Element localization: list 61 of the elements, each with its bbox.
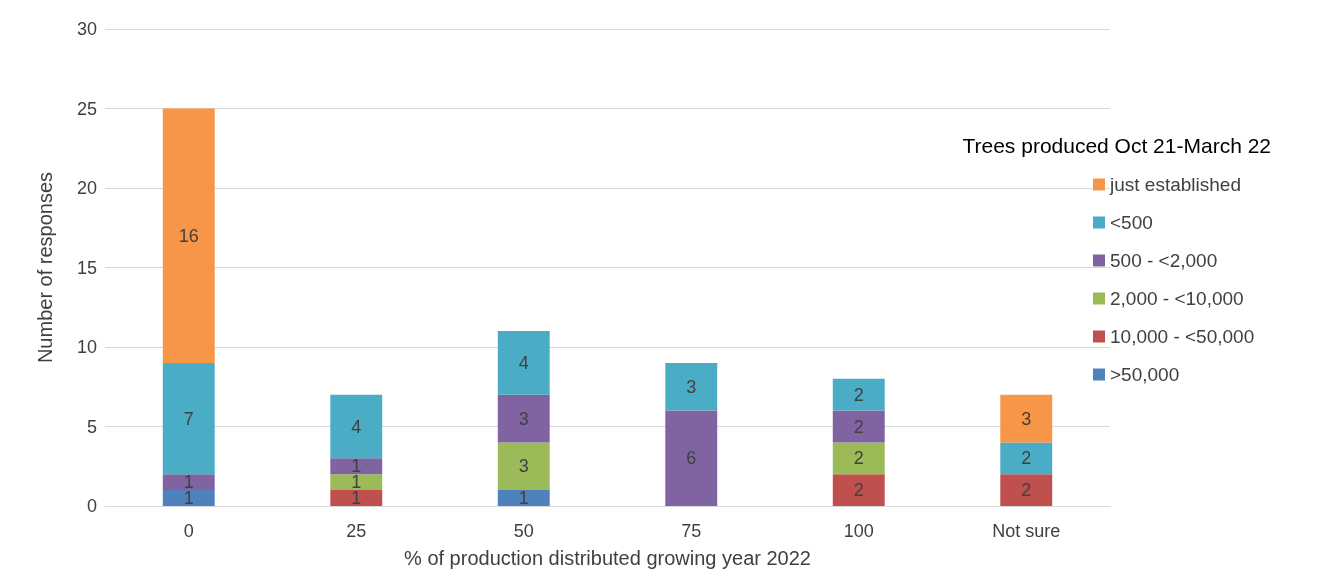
bar bbox=[330, 490, 383, 506]
x-axis-title: % of production distributed growing year 2022 bbox=[404, 547, 811, 569]
data-label: 1 bbox=[183, 488, 194, 509]
data-label: 6 bbox=[686, 448, 697, 469]
bar bbox=[497, 394, 550, 443]
legend-label: 2,000 - <10,000 bbox=[1110, 288, 1244, 309]
bar bbox=[832, 474, 885, 506]
legend-label: <500 bbox=[1110, 212, 1153, 233]
bar bbox=[832, 410, 885, 443]
data-label: 7 bbox=[183, 408, 194, 429]
data-label: 2 bbox=[853, 448, 864, 469]
legend-label: 500 - <2,000 bbox=[1110, 250, 1218, 271]
bar bbox=[497, 442, 550, 491]
data-label: 3 bbox=[518, 456, 529, 477]
data-label: 16 bbox=[178, 225, 199, 246]
bar bbox=[330, 394, 383, 459]
data-label: 1 bbox=[518, 488, 529, 509]
data-label: 3 bbox=[1021, 408, 1032, 429]
bar bbox=[1000, 442, 1053, 475]
data-label: 3 bbox=[518, 408, 529, 429]
bar bbox=[665, 362, 718, 411]
x-tick-label: 50 bbox=[513, 521, 534, 541]
data-label: 4 bbox=[518, 352, 529, 373]
data-label: 2 bbox=[853, 416, 864, 437]
y-tick-label: 10 bbox=[76, 337, 97, 357]
bar bbox=[497, 331, 550, 395]
y-tick-label: 15 bbox=[76, 257, 97, 278]
x-tick-label: 100 bbox=[843, 521, 874, 541]
x-tick-label: 0 bbox=[183, 521, 194, 541]
bar bbox=[497, 490, 550, 506]
x-tick-label: 75 bbox=[681, 521, 702, 541]
bar bbox=[330, 474, 383, 491]
data-label: 2 bbox=[1021, 480, 1032, 501]
legend-label: >50,000 bbox=[1110, 364, 1180, 385]
data-label: 3 bbox=[686, 376, 697, 397]
bar bbox=[832, 442, 885, 475]
y-axis-title: Number of responses bbox=[34, 171, 56, 364]
bar bbox=[162, 490, 215, 506]
bar bbox=[665, 410, 718, 506]
bar bbox=[1000, 474, 1053, 506]
bar bbox=[832, 378, 885, 411]
data-label: 2 bbox=[853, 384, 864, 405]
data-label: 4 bbox=[351, 416, 362, 437]
legend-label: 10,000 - <50,000 bbox=[1110, 326, 1255, 347]
y-tick-label: 30 bbox=[76, 19, 97, 39]
y-tick-label: 20 bbox=[76, 178, 97, 198]
bar bbox=[1000, 394, 1053, 443]
bar bbox=[162, 108, 215, 363]
data-label: 1 bbox=[351, 488, 362, 509]
data-label: 2 bbox=[1021, 448, 1032, 469]
bar bbox=[162, 474, 215, 491]
y-tick-label: 5 bbox=[86, 416, 97, 437]
x-tick-label: Not sure bbox=[992, 521, 1061, 541]
legend-title: Trees produced Oct 21-March 22 bbox=[962, 134, 1271, 157]
legend-label: just established bbox=[1109, 174, 1241, 195]
data-label: 2 bbox=[853, 480, 864, 501]
y-tick-label: 0 bbox=[86, 496, 97, 516]
bar bbox=[330, 458, 383, 475]
x-tick-label: 25 bbox=[346, 521, 367, 541]
bar bbox=[162, 362, 215, 475]
y-tick-label: 25 bbox=[76, 98, 97, 119]
